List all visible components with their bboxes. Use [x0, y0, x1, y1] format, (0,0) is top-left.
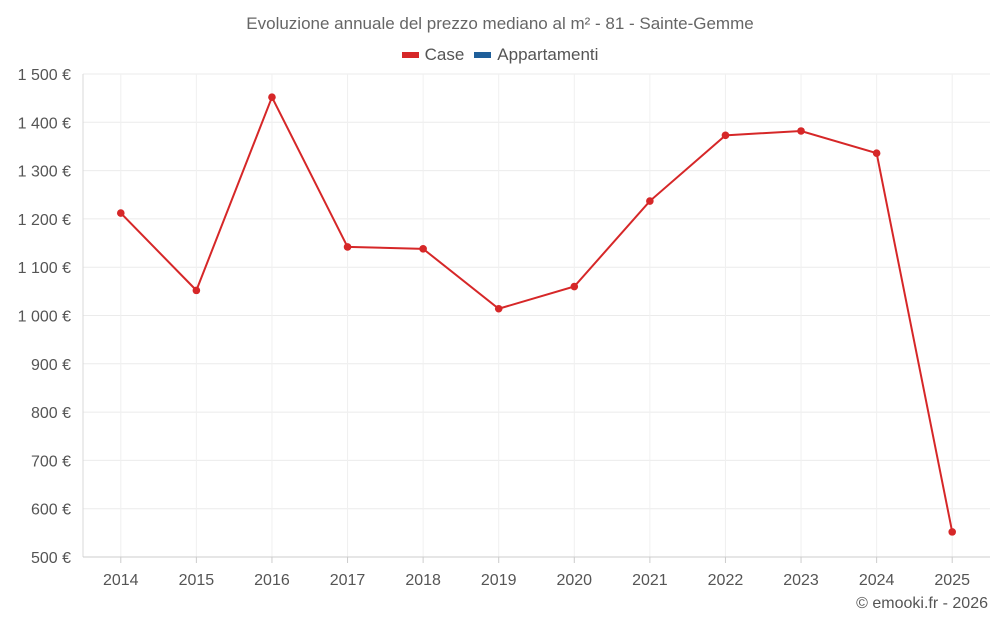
legend-item-case[interactable]: Case	[401, 45, 465, 65]
x-tick-label: 2014	[103, 572, 139, 589]
y-tick-label: 1 400 €	[18, 115, 71, 132]
x-tick-label: 2023	[783, 572, 819, 589]
y-tick-label: 1 500 €	[18, 67, 71, 84]
legend-label-appartamenti: Appartamenti	[497, 45, 599, 64]
data-point	[646, 197, 654, 205]
series-layer	[116, 93, 957, 536]
grid	[83, 73, 990, 558]
chart-title: Evoluzione annuale del prezzo mediano al…	[246, 14, 754, 33]
x-tick-label: 2021	[632, 572, 668, 589]
series-line-case	[120, 94, 954, 533]
data-point	[116, 209, 125, 217]
legend-swatch-case	[401, 52, 419, 58]
x-tick-label: 2016	[254, 572, 290, 589]
x-tick-label: 2020	[556, 572, 592, 589]
y-tick-label: 600 €	[31, 502, 71, 519]
data-point	[721, 131, 730, 140]
x-tick-label: 2015	[179, 572, 215, 589]
y-tick-label: 500 €	[31, 550, 71, 567]
data-point	[872, 149, 881, 158]
x-tick-label: 2019	[481, 572, 517, 589]
x-tick-label: 2022	[708, 572, 744, 589]
x-tick-label: 2025	[934, 572, 970, 589]
data-point	[343, 243, 352, 251]
data-point	[268, 93, 276, 101]
data-point	[419, 245, 427, 253]
data-point	[948, 528, 957, 536]
y-tick-label: 1 000 €	[18, 309, 71, 326]
data-point	[797, 127, 805, 135]
x-tick-label: 2017	[330, 572, 366, 589]
x-axis: 2014 2015 2016 2017 2018 2019 2020 2021 2022 2023…	[83, 556, 990, 589]
data-point	[192, 286, 201, 295]
x-tick-label: 2024	[859, 572, 895, 589]
legend-swatch-appartamenti	[474, 52, 492, 58]
y-tick-label: 700 €	[31, 453, 71, 470]
y-tick-label: 1 300 €	[18, 164, 71, 181]
y-axis: 500 € 600 € 700 € 800 € 900 € 1 000 € 1 100 € 1…	[18, 67, 84, 567]
y-tick-label: 800 €	[31, 405, 71, 422]
x-tick-label: 2018	[405, 572, 441, 589]
legend-label-case: Case	[424, 45, 465, 64]
data-point	[570, 282, 579, 291]
data-point	[494, 304, 503, 313]
y-tick-label: 1 100 €	[18, 260, 71, 277]
y-tick-label: 1 200 €	[18, 212, 71, 229]
credit: © emooki.fr - 2026	[856, 595, 988, 612]
chart-legend: Case Appartamenti	[0, 45, 1000, 65]
y-tick-label: 900 €	[31, 357, 71, 374]
legend-item-appartamenti[interactable]: Appartamenti	[474, 45, 598, 65]
